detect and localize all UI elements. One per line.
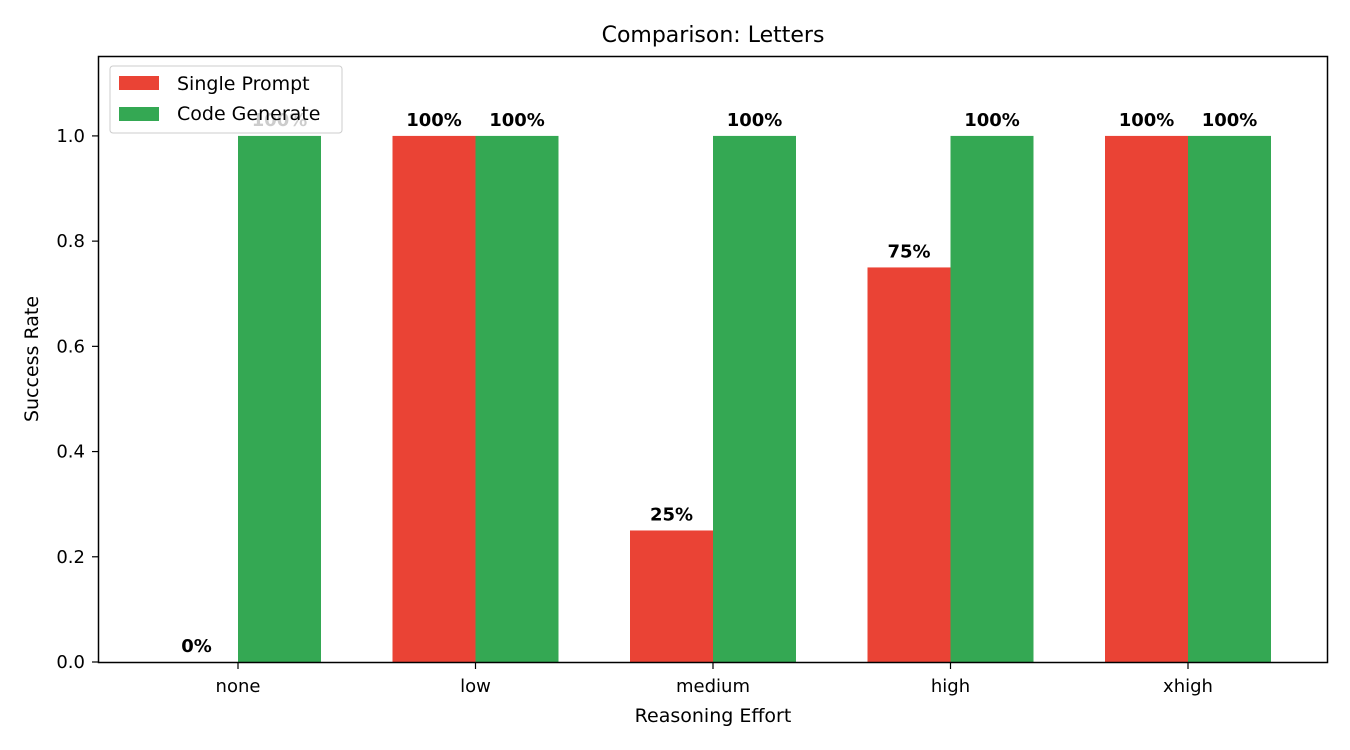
y-tick-label: 0.8 — [56, 231, 85, 252]
x-tick-label-medium: medium — [676, 676, 750, 697]
legend-swatch-code-generate — [119, 107, 159, 121]
bar-value-label-code-generate-xhigh: 100% — [1202, 110, 1258, 131]
bar-value-label-single-prompt-medium: 25% — [650, 504, 693, 525]
legend-label-code-generate: Code Generate — [177, 103, 320, 125]
bar-single-prompt-low — [392, 135, 476, 663]
y-tick-label: 1.0 — [56, 126, 85, 147]
x-axis: none low medium high xhigh — [216, 662, 1213, 697]
legend: Single Prompt Code Generate — [109, 65, 343, 134]
bar-code-generate-medium — [713, 135, 796, 663]
bar-value-label-code-generate-high: 100% — [964, 110, 1020, 131]
chart-title: Comparison: Letters — [602, 23, 825, 48]
x-tick-label-xhigh: xhigh — [1163, 676, 1213, 697]
bar-single-prompt-high — [867, 267, 951, 662]
y-tick-label: 0.6 — [56, 336, 85, 357]
bar-single-prompt-medium — [630, 530, 713, 662]
bars-layer — [238, 135, 1271, 663]
bar-value-label-code-generate-medium: 100% — [727, 110, 783, 131]
y-tick-label: 0.2 — [56, 547, 85, 568]
legend-label-single-prompt: Single Prompt — [177, 73, 310, 95]
x-tick-label-high: high — [931, 676, 970, 697]
y-tick-label: 0.0 — [56, 652, 85, 673]
bar-value-label-single-prompt-xhigh: 100% — [1119, 110, 1175, 131]
y-axis-label: Success Rate — [21, 296, 43, 422]
x-tick-label-none: none — [216, 676, 261, 697]
bar-code-generate-low — [475, 135, 559, 663]
bar-value-label-single-prompt-none: 0% — [181, 636, 212, 657]
y-axis: 0.0 0.2 0.4 0.6 0.8 1.0 — [56, 126, 99, 673]
bar-value-label-single-prompt-low: 100% — [406, 110, 462, 131]
legend-swatch-single-prompt — [119, 76, 159, 90]
x-tick-label-low: low — [460, 676, 491, 697]
bar-value-label-code-generate-low: 100% — [489, 110, 545, 131]
x-axis-label: Reasoning Effort — [635, 705, 792, 727]
bar-code-generate-xhigh — [1188, 135, 1271, 663]
legend-box — [109, 65, 343, 134]
bar-code-generate-none — [238, 135, 321, 663]
bar-value-label-single-prompt-high: 75% — [887, 241, 930, 262]
bar-code-generate-high — [950, 135, 1034, 663]
y-tick-label: 0.4 — [56, 442, 85, 463]
bar-single-prompt-xhigh — [1105, 135, 1188, 663]
